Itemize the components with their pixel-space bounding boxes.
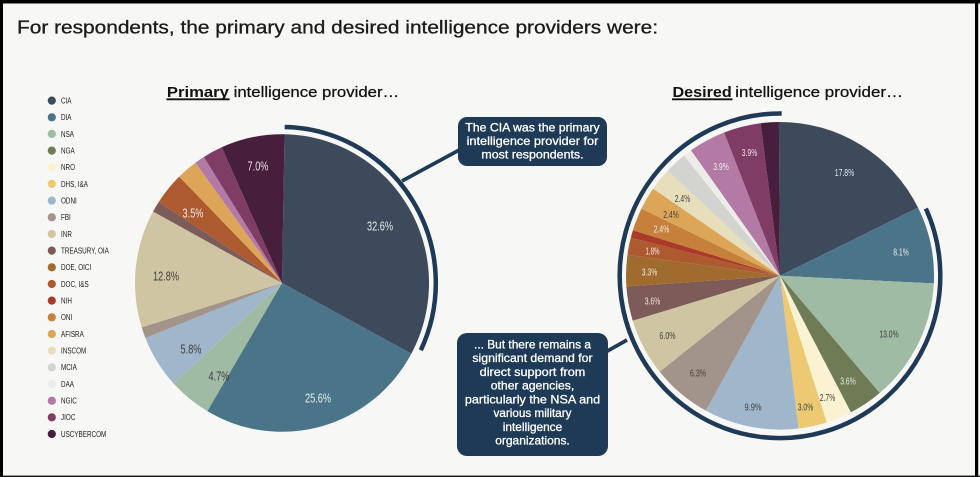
svg-text:direct support from: direct support from (480, 365, 586, 379)
svg-text:INSCOM: INSCOM (61, 347, 87, 356)
svg-text:significant demand for: significant demand for (472, 351, 592, 365)
svg-text:FBI: FBI (61, 213, 71, 222)
svg-text:8.1%: 8.1% (893, 248, 909, 259)
svg-text:particularly the NSA and: particularly the NSA and (465, 392, 600, 406)
svg-text:DHS, I&A: DHS, I&A (61, 180, 89, 189)
svg-text:various military: various military (494, 406, 572, 420)
svg-text:CIA: CIA (61, 97, 72, 106)
svg-text:NGIC: NGIC (61, 397, 77, 406)
svg-text:AFISRA: AFISRA (61, 330, 84, 339)
svg-text:3.0%: 3.0% (798, 403, 814, 414)
svg-text:2.4%: 2.4% (675, 194, 691, 205)
svg-text:... But there remains a: ... But there remains a (474, 337, 591, 351)
svg-text:ODNI: ODNI (61, 197, 77, 206)
svg-text:3.9%: 3.9% (713, 162, 729, 173)
svg-text:NGA: NGA (61, 147, 75, 156)
svg-text:intelligence provider…: intelligence provider… (735, 84, 903, 101)
svg-text:INR: INR (61, 230, 72, 239)
svg-text:13.0%: 13.0% (879, 330, 898, 341)
svg-text:intelligence: intelligence (503, 420, 563, 434)
svg-text:most respondents.: most respondents. (481, 148, 583, 162)
svg-text:DOE, OICI: DOE, OICI (61, 263, 91, 272)
svg-text:JIOC: JIOC (61, 413, 76, 422)
svg-text:For respondents, the primary a: For respondents, the primary and desired… (17, 18, 658, 38)
svg-text:3.5%: 3.5% (183, 206, 204, 221)
svg-text:4.7%: 4.7% (209, 369, 230, 384)
svg-text:Primary: Primary (167, 84, 230, 101)
svg-text:32.6%: 32.6% (367, 219, 393, 234)
svg-text:DOC, I&S: DOC, I&S (61, 280, 89, 289)
svg-text:2.4%: 2.4% (654, 225, 670, 236)
svg-text:7.0%: 7.0% (248, 159, 269, 174)
svg-text:2.4%: 2.4% (663, 210, 679, 221)
svg-text:organizations.: organizations. (495, 434, 570, 448)
svg-text:1.8%: 1.8% (646, 247, 660, 258)
svg-text:12.8%: 12.8% (153, 269, 179, 284)
svg-text:other agencies,: other agencies, (491, 379, 575, 393)
svg-text:ONI: ONI (61, 313, 72, 322)
svg-text:DAA: DAA (61, 380, 75, 389)
svg-text:USCYBERCOM: USCYBERCOM (61, 430, 107, 439)
svg-text:intelligence provider for: intelligence provider for (467, 134, 599, 148)
svg-text:3.9%: 3.9% (742, 148, 758, 159)
svg-text:6.3%: 6.3% (690, 369, 706, 380)
svg-text:Desired: Desired (673, 84, 732, 101)
svg-text:The CIA was the primary: The CIA was the primary (465, 121, 599, 135)
svg-text:6.0%: 6.0% (659, 331, 675, 342)
svg-text:DIA: DIA (61, 113, 72, 122)
svg-text:TREASURY, OIA: TREASURY, OIA (61, 247, 109, 256)
svg-text:MCIA: MCIA (61, 363, 77, 372)
svg-text:NRO: NRO (61, 163, 75, 172)
svg-text:NSA: NSA (61, 130, 75, 139)
svg-text:3.3%: 3.3% (642, 268, 658, 279)
svg-text:NIH: NIH (61, 297, 72, 306)
svg-text:2.7%: 2.7% (820, 393, 836, 404)
svg-text:25.6%: 25.6% (305, 391, 331, 406)
svg-text:intelligence provider…: intelligence provider… (234, 84, 400, 101)
svg-text:5.8%: 5.8% (181, 342, 202, 357)
svg-text:17.8%: 17.8% (835, 168, 854, 179)
svg-text:3.6%: 3.6% (840, 377, 856, 388)
svg-text:9.9%: 9.9% (744, 403, 761, 414)
svg-text:3.6%: 3.6% (645, 296, 661, 307)
